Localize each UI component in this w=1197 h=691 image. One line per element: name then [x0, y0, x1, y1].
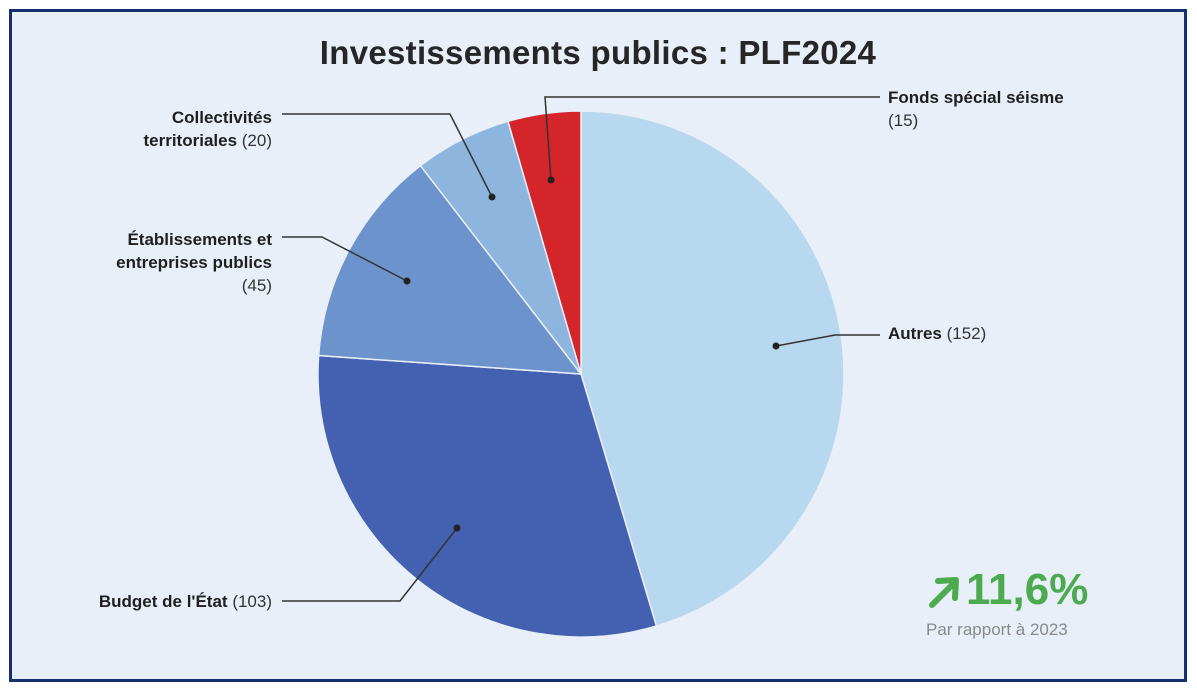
leader-collectivites-dot	[488, 193, 496, 201]
leader-fonds-seisme	[544, 96, 880, 181]
leader-autres-dot	[772, 342, 780, 350]
kpi-value: 11,6%	[966, 565, 1089, 614]
arrow-up-right-icon	[929, 577, 959, 608]
kpi-subtitle: Par rapport à 2023	[926, 620, 1068, 639]
leader-budget-etat	[282, 527, 458, 602]
leader-etablissements	[282, 236, 408, 282]
leader-etablissements-dot	[403, 277, 411, 285]
label-collectivites: Collectivités territoriales (20)	[143, 108, 272, 150]
slice-autres	[580, 110, 845, 627]
kpi-growth: 11,6%	[926, 566, 1116, 614]
leader-autres	[775, 334, 880, 347]
leader-budget-etat-dot	[453, 524, 461, 532]
leader-collectivites	[282, 113, 493, 198]
slice-fonds-seisme	[507, 110, 582, 375]
slice-etablissements	[317, 164, 583, 375]
chart-title: Investissements publics : PLF2024	[319, 34, 877, 71]
label-budget-etat: Budget de l'État (103)	[98, 592, 272, 611]
label-autres: Autres (152)	[888, 324, 987, 343]
leader-fonds-seisme-dot	[547, 176, 555, 184]
label-etablissements: Établissements et entreprises publics (4…	[116, 230, 272, 295]
label-fonds-seisme: Fonds spécial séisme (15)	[888, 88, 1064, 130]
